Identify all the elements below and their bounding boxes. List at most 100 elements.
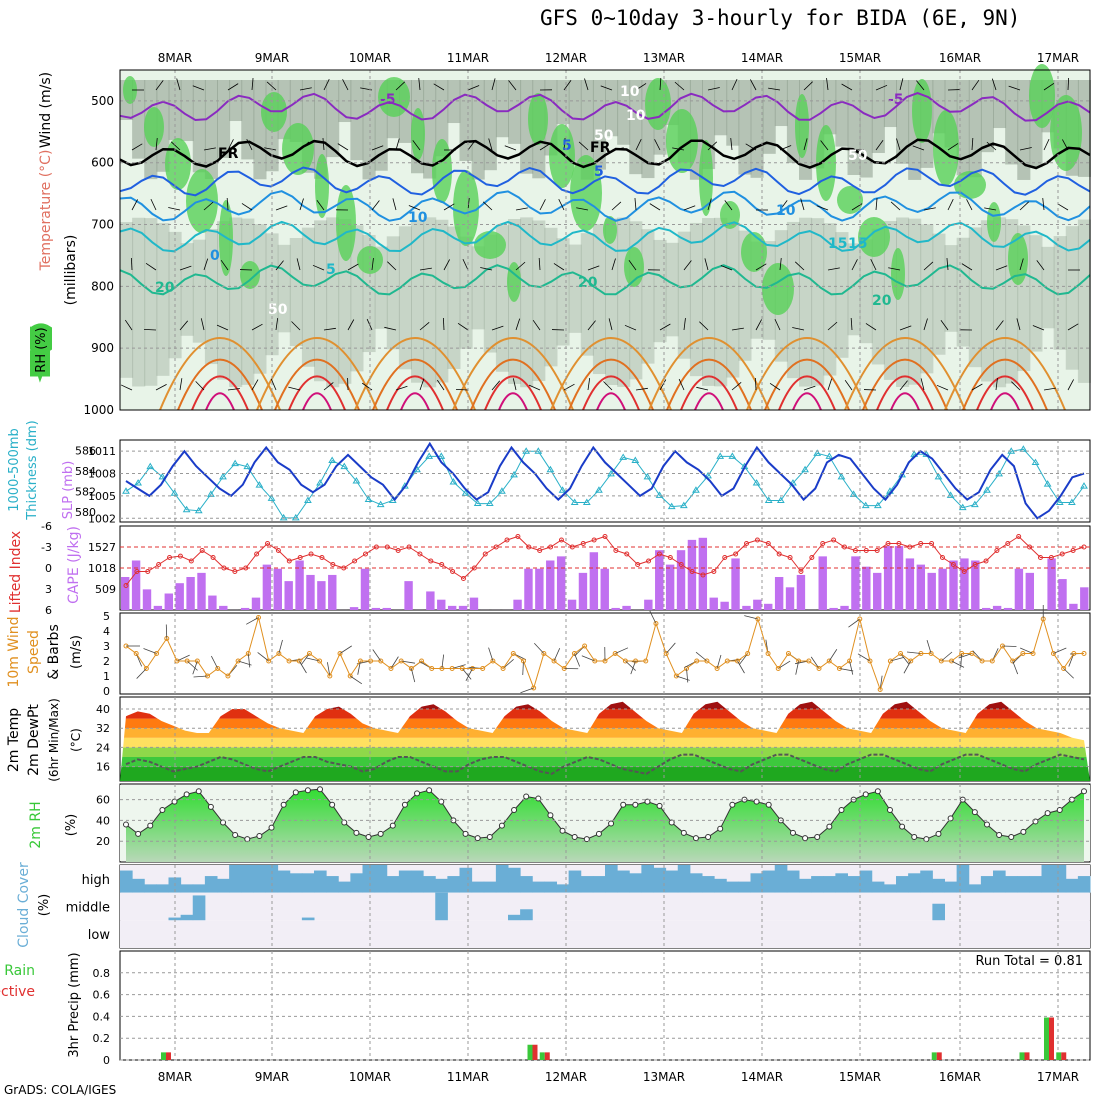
- wind-point: [531, 685, 537, 691]
- wind-barb: [1019, 258, 1024, 271]
- contour-label: 10: [620, 84, 640, 100]
- cape-tick: 1527: [88, 541, 116, 554]
- rh-gray-patch: [495, 80, 509, 138]
- wind-barb: [731, 381, 742, 391]
- wind-barb-10m: [534, 642, 545, 654]
- li-point: [765, 541, 771, 546]
- wind-point: [714, 666, 720, 671]
- wind-barb-10m: [390, 656, 399, 669]
- cape-bar: [208, 595, 217, 610]
- wind-barb: [635, 83, 647, 91]
- cape-label: CAPE (J/kg): [66, 526, 82, 604]
- wind-barb-10m: [849, 660, 854, 675]
- wind-barb: [624, 324, 637, 331]
- cape-bar: [709, 597, 718, 610]
- wind-barb: [875, 140, 884, 151]
- cloud-bar: [677, 865, 691, 893]
- thickness-point: [546, 465, 555, 473]
- cape-bar: [469, 597, 479, 610]
- cloud-bar: [1005, 876, 1018, 893]
- y-tick-label: 700: [91, 218, 114, 232]
- contour-label: 5: [562, 138, 572, 154]
- cloud-bar: [180, 884, 194, 893]
- rh-moist-patch: [795, 94, 809, 158]
- rh2m-point: [317, 786, 324, 793]
- rh-moist-patch: [165, 138, 191, 190]
- rh-gray-patch: [980, 80, 994, 153]
- wind-barb: [347, 263, 359, 271]
- wind-barb: [480, 267, 493, 271]
- wind-barb: [1036, 260, 1045, 271]
- precip-tick: 0.2: [93, 1032, 111, 1045]
- wind-barb: [395, 385, 408, 391]
- thickness-point: [1031, 458, 1040, 466]
- wind-barb-10m: [462, 668, 472, 680]
- rh2m-point: [523, 793, 530, 800]
- cloud-bar: [192, 895, 206, 921]
- thickness-point: [473, 499, 482, 507]
- li-point: [156, 562, 162, 567]
- cape-bar: [698, 537, 708, 610]
- rh2m-point: [911, 834, 918, 841]
- wind-barb-10m: [1068, 653, 1075, 667]
- rh-gray-patch: [774, 80, 788, 127]
- rh2m-point: [1008, 834, 1015, 841]
- rh-gray-patch: [217, 80, 231, 158]
- li-point: [558, 537, 564, 543]
- cloud-bar: [301, 873, 315, 893]
- li-point: [624, 551, 630, 557]
- rh-moist-patch: [453, 170, 479, 246]
- temp-band: [120, 757, 1090, 767]
- precip-total-bar: [161, 1052, 166, 1060]
- rh2m-point: [935, 830, 942, 837]
- li-tick: -6: [41, 520, 52, 533]
- rh2m-point: [789, 829, 796, 836]
- cape-bar: [513, 599, 522, 610]
- cape-bar: [295, 560, 304, 610]
- cloud-bar: [859, 870, 873, 893]
- cloud-bar: [435, 878, 448, 893]
- contour-label: 15: [828, 236, 847, 252]
- cloud-bar: [508, 867, 521, 893]
- wind-barb: [251, 78, 254, 91]
- cloud-bar: [920, 870, 933, 893]
- cloud-bar: [835, 873, 848, 893]
- wind-label: Wind (m/s): [38, 72, 54, 148]
- precip-total-bar: [1044, 1017, 1049, 1060]
- rh2m-point: [438, 798, 445, 805]
- wind-barb: [654, 139, 661, 151]
- rh-moist-patch: [549, 124, 575, 188]
- thickness-point: [595, 486, 603, 493]
- cloud-bar: [229, 865, 242, 893]
- rh-gray-patch: [835, 232, 849, 358]
- cape-bar: [240, 607, 250, 610]
- cape-bar: [938, 568, 947, 610]
- wind-barb: [1016, 318, 1021, 331]
- thickness-point: [813, 449, 822, 456]
- precip-tick: 0.6: [93, 989, 111, 1002]
- cloud-bar: [1065, 878, 1079, 893]
- rh-gray-patch: [811, 218, 825, 386]
- rh2m-label: 2m RH: [28, 801, 44, 848]
- x-axis-label-top: 8MAR: [158, 51, 193, 65]
- x-axis-label-bottom: 10MAR: [349, 1070, 391, 1084]
- wind-barb: [323, 327, 336, 331]
- li-point: [950, 562, 956, 567]
- cloud-bar: [544, 881, 557, 893]
- li-point: [776, 551, 782, 557]
- thickness-point: [510, 470, 518, 478]
- cape-bar: [328, 574, 337, 610]
- x-axis-label-bottom: 15MAR: [839, 1070, 881, 1084]
- cloud-bar: [896, 876, 909, 893]
- wind-barb: [584, 78, 589, 91]
- wind-point: [510, 651, 516, 656]
- rh-gray-patch: [1065, 226, 1079, 370]
- cloud-bar: [956, 865, 970, 893]
- rh2m-point: [135, 830, 142, 837]
- li-point: [265, 541, 271, 546]
- x-axis-label-top: 15MAR: [839, 51, 881, 65]
- cloud-bar: [204, 876, 218, 893]
- wind-barb: [226, 198, 229, 211]
- cloud-bar: [786, 870, 800, 893]
- cape-bar: [883, 546, 893, 610]
